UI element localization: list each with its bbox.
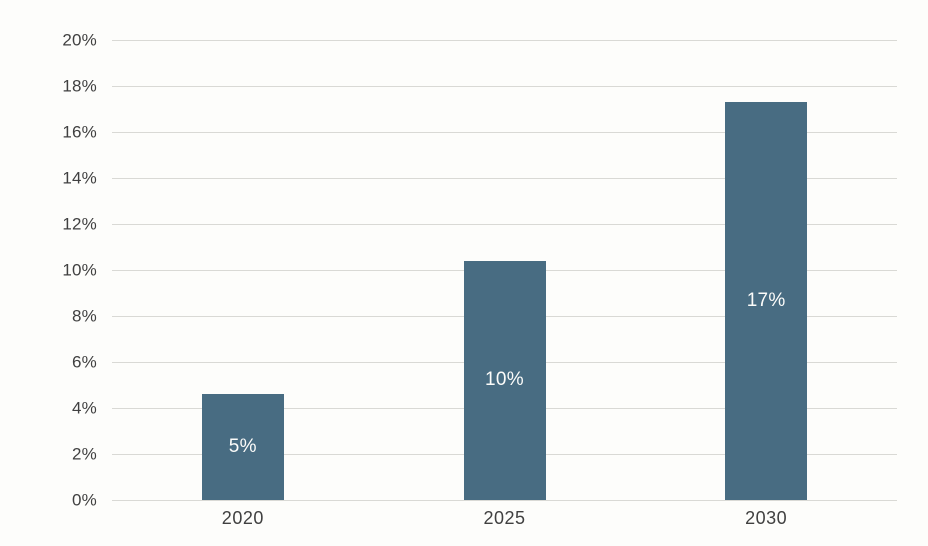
bar-2025: 10% — [463, 260, 546, 500]
gridline — [112, 500, 897, 501]
bar-value-label: 17% — [746, 290, 786, 312]
bar-2030: 17% — [725, 102, 808, 500]
gridline — [112, 40, 897, 41]
x-tick-label: 2030 — [745, 508, 788, 528]
gridline — [112, 132, 897, 133]
y-tick-label: 2% — [72, 444, 97, 464]
gridline — [112, 224, 897, 225]
plot-area: 5% 10% 17% — [112, 40, 897, 501]
y-tick-label: 6% — [72, 352, 97, 372]
y-tick-label: 12% — [62, 214, 97, 234]
y-tick-label: 4% — [72, 398, 97, 418]
x-tick-label: 2020 — [221, 508, 264, 528]
y-tick-label: 0% — [72, 490, 97, 510]
y-tick-label: 8% — [72, 306, 97, 326]
bar-value-label: 5% — [228, 436, 257, 458]
gridline — [112, 178, 897, 179]
gridline — [112, 86, 897, 87]
y-tick-label: 14% — [62, 168, 97, 188]
x-tick-label: 2025 — [483, 508, 526, 528]
bar-value-label: 10% — [485, 369, 524, 391]
y-tick-label: 10% — [62, 260, 97, 280]
y-tick-label: 16% — [62, 122, 97, 142]
y-tick-label: 18% — [62, 76, 97, 96]
y-tick-label: 20% — [62, 30, 97, 50]
bar-2020: 5% — [201, 394, 284, 500]
